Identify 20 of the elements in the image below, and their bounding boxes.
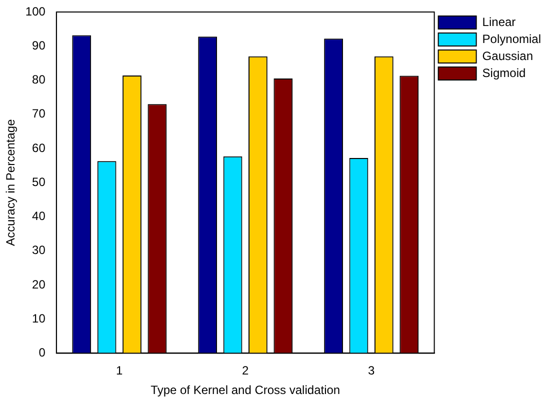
legend-label: Polynomial	[482, 32, 542, 46]
x-tick-label: 2	[242, 364, 250, 378]
legend-label: Linear	[482, 14, 516, 29]
y-tick-label: 80	[32, 72, 46, 87]
y-tick-label: 90	[32, 38, 46, 52]
y-tick-label: 40	[32, 209, 46, 224]
legend-label: Sigmoid	[482, 66, 526, 80]
y-tick-label: 10	[32, 311, 46, 326]
y-tick-label: 30	[32, 243, 46, 258]
y-tick-label: 50	[32, 174, 46, 189]
y-tick-label: 100	[25, 4, 46, 18]
y-tick-label: 20	[32, 277, 46, 292]
legend-label: Gaussian	[482, 48, 534, 63]
y-axis-title: Accuracy in Percentage	[4, 118, 18, 246]
x-tick-label: 3	[368, 364, 375, 378]
y-tick-label: 0	[38, 346, 46, 360]
x-axis-title: Type of Kernel and Cross validation	[150, 383, 340, 398]
x-tick-label: 1	[116, 364, 124, 378]
y-tick-label: 70	[32, 106, 46, 121]
y-tick-label: 60	[32, 140, 46, 155]
